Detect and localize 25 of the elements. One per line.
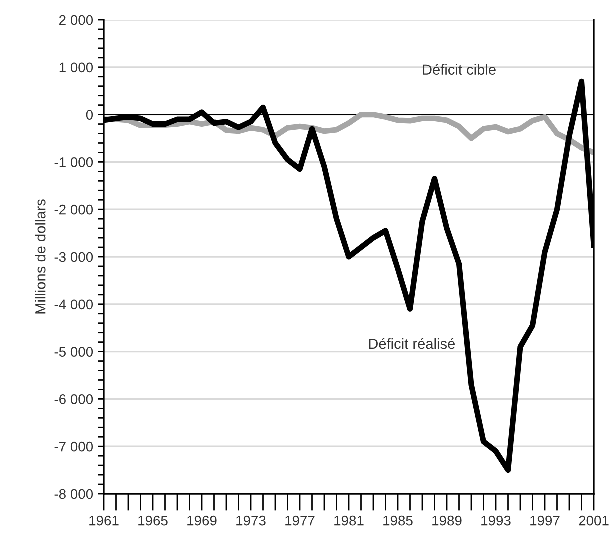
x-tick-label: 1969 (188, 516, 217, 526)
y-axis-title: Millions de dollars (35, 200, 46, 314)
x-tick-label: 1989 (432, 516, 462, 526)
y-tick-label: 1 000 (60, 62, 94, 73)
x-tick-label: 1993 (482, 516, 511, 526)
y-tick-label: -1 000 (54, 158, 94, 168)
x-tick-label: 1981 (334, 516, 364, 526)
x-tick-label: 1985 (384, 516, 413, 526)
text: Déficit cible (423, 64, 496, 76)
y-tick-label: 0 (86, 110, 94, 120)
y-tick-label: -8 000 (54, 489, 94, 500)
y-tick-label: 2 000 (60, 15, 94, 26)
y-tick-label: -3 000 (54, 252, 94, 262)
x-tick-label: 1973 (236, 516, 266, 526)
x-tick-label: 1977 (286, 516, 315, 526)
y-tick-label: -2 000 (54, 204, 94, 215)
series-label: Déficit réalisé (369, 338, 456, 350)
y-tick-label: -4 000 (54, 300, 94, 310)
y-tick-label: -7 000 (54, 442, 94, 452)
y-tick-label: -5 000 (54, 347, 94, 357)
x-tick-label: 1997 (530, 516, 560, 526)
y-tick-label: -6 000 (54, 394, 94, 404)
x-tick-label: 1965 (138, 516, 168, 526)
x-tick-label: 1961 (90, 516, 119, 526)
x-tick-label: 2001 (579, 516, 609, 526)
